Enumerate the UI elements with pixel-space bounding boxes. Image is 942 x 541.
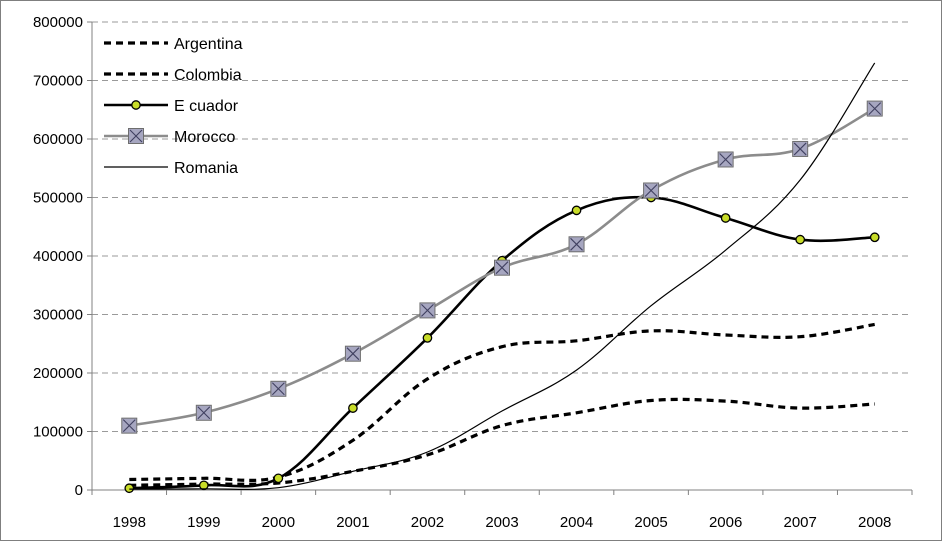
legend-item-colombia: Colombia xyxy=(104,67,242,84)
data-point-morocco xyxy=(643,182,660,199)
x-tick-label: 2002 xyxy=(411,514,444,531)
series-colombia xyxy=(129,397,875,487)
y-axis-ticks: 0 100000 200000 300000 400000 500000 600000 700… xyxy=(33,14,92,499)
data-point-morocco xyxy=(717,151,734,168)
y-tick-label: 700000 xyxy=(33,73,83,90)
x-tick-label: 1998 xyxy=(113,514,146,531)
data-point-e-cuador xyxy=(124,483,135,494)
x-tick-label: 2000 xyxy=(262,514,295,531)
data-point-e-cuador xyxy=(348,403,358,413)
data-point-morocco xyxy=(494,259,510,276)
series-romania xyxy=(129,62,876,490)
x-tick-label: 2008 xyxy=(858,514,891,531)
legend-label: Morocco xyxy=(174,129,235,146)
y-tick-label: 300000 xyxy=(33,307,83,324)
data-point-e-cuador xyxy=(720,213,731,223)
y-tick-label: 200000 xyxy=(33,365,83,382)
data-point-morocco xyxy=(866,100,883,117)
x-tick-label: 2003 xyxy=(485,514,518,531)
data-point-e-cuador xyxy=(422,333,433,343)
series-line-romania xyxy=(129,62,876,490)
series-line-argentina xyxy=(129,322,875,482)
series-line-colombia xyxy=(129,397,875,487)
y-tick-label: 500000 xyxy=(33,190,83,207)
x-tick-label: 2004 xyxy=(560,514,593,531)
data-point-e-cuador xyxy=(198,480,209,491)
x-axis-ticks: 1998 1999 2000 2001 2002 2003 2004 2005 2006 2007… xyxy=(91,490,913,531)
data-point-morocco xyxy=(195,404,212,421)
data-point-morocco xyxy=(568,236,585,253)
data-point-e-cuador xyxy=(571,205,582,216)
x-tick-label: 2006 xyxy=(709,514,742,531)
data-point-e-cuador xyxy=(273,473,284,484)
y-tick-label: 800000 xyxy=(33,14,83,31)
data-point-e-cuador xyxy=(795,234,806,245)
series-argentina xyxy=(129,322,875,482)
y-tick-label: 400000 xyxy=(33,248,83,265)
legend-marker xyxy=(131,100,141,110)
legend-label: Argentina xyxy=(174,36,243,53)
legend-item-romania: Romania xyxy=(104,160,238,177)
legend-item-e-cuador: E cuador xyxy=(104,98,239,115)
data-point-morocco xyxy=(121,417,138,434)
legend-item-argentina: Argentina xyxy=(104,36,243,53)
x-tick-label: 2007 xyxy=(783,514,816,531)
data-point-e-cuador xyxy=(869,232,880,243)
legend-item-morocco: Morocco xyxy=(104,128,235,146)
legend-label: E cuador xyxy=(174,98,239,115)
data-point-morocco xyxy=(419,302,436,319)
legend-marker xyxy=(128,128,144,144)
series-morocco xyxy=(121,100,883,434)
y-tick-label: 100000 xyxy=(33,424,83,441)
x-tick-label: 2005 xyxy=(634,514,667,531)
series-e-cuador xyxy=(124,192,880,494)
data-point-morocco xyxy=(344,345,361,362)
series-lines xyxy=(121,62,883,494)
x-tick-label: 1999 xyxy=(187,514,220,531)
data-point-morocco xyxy=(270,380,287,397)
legend-label: Romania xyxy=(174,160,238,177)
x-tick-label: 2001 xyxy=(336,514,369,531)
series-line-e-cuador xyxy=(129,195,875,490)
y-tick-label: 0 xyxy=(75,482,83,499)
data-point-morocco xyxy=(792,140,809,157)
y-tick-label: 600000 xyxy=(33,131,83,148)
legend-label: Colombia xyxy=(174,67,242,84)
legend: Argentina Colombia E cuador Morocco Romania xyxy=(104,36,243,177)
